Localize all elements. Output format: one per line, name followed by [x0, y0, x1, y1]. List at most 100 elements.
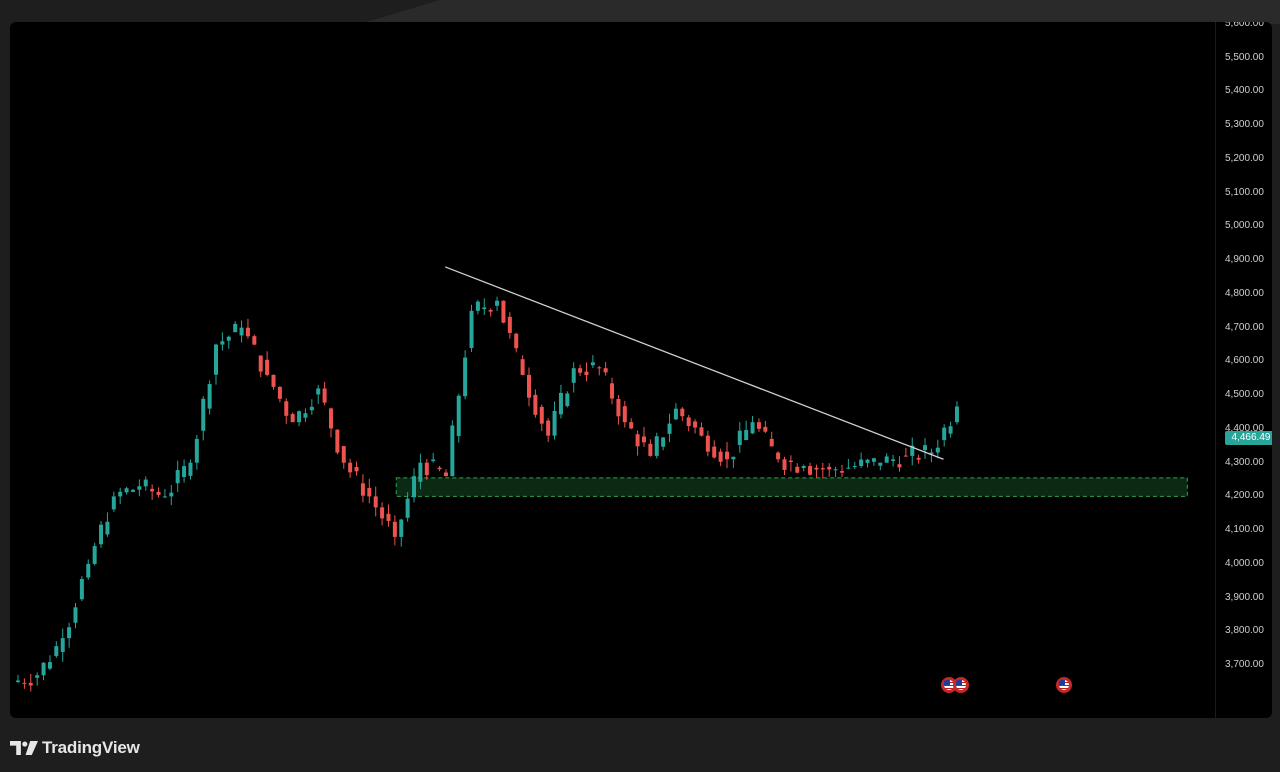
- candle: [405, 498, 410, 518]
- candle: [137, 486, 142, 490]
- candle: [118, 491, 123, 497]
- last-price-badge: 4,466.49: [1225, 431, 1272, 445]
- support-zone[interactable]: [395, 477, 1188, 497]
- candle: [335, 429, 340, 453]
- candle: [22, 682, 27, 684]
- candle: [507, 316, 512, 333]
- candle: [309, 406, 314, 411]
- price-tick-label: 3,800.00: [1225, 625, 1264, 637]
- candle: [47, 662, 52, 669]
- candle: [756, 422, 761, 429]
- price-tick-label: 4,200.00: [1225, 490, 1264, 502]
- candle: [175, 470, 180, 484]
- candle: [635, 434, 640, 447]
- candle: [328, 408, 333, 429]
- candle: [252, 336, 257, 345]
- candle: [590, 362, 595, 366]
- candle: [431, 459, 436, 462]
- candle: [73, 607, 78, 623]
- candle: [169, 492, 174, 497]
- candle: [60, 638, 65, 652]
- candle: [546, 420, 551, 436]
- candle: [923, 445, 928, 451]
- candle: [380, 507, 385, 519]
- candle: [316, 388, 321, 395]
- candle: [603, 368, 608, 373]
- candle: [571, 368, 576, 383]
- chart-panel[interactable]: 5,600.00 5,500.00 5,400.00 5,300.00 5,200.00…: [10, 22, 1272, 718]
- price-chart[interactable]: [10, 22, 1272, 718]
- candle: [111, 496, 116, 510]
- candle: [226, 336, 231, 341]
- candle: [239, 327, 244, 336]
- candle: [788, 460, 793, 463]
- price-tick-label: 4,100.00: [1225, 524, 1264, 536]
- candle: [916, 457, 921, 460]
- candle: [188, 462, 193, 476]
- candle: [782, 459, 787, 470]
- candle: [418, 462, 423, 482]
- candle: [673, 408, 678, 420]
- us-flag-icon[interactable]: [1055, 677, 1072, 693]
- brand-name: TradingView: [42, 738, 140, 757]
- candle: [130, 489, 135, 492]
- candle: [99, 524, 104, 545]
- candle: [584, 371, 589, 376]
- candle: [162, 496, 167, 498]
- candle: [578, 368, 583, 373]
- candle: [124, 488, 129, 493]
- price-tick-label: 5,400.00: [1225, 85, 1264, 97]
- price-tick-label: 4,700.00: [1225, 321, 1264, 333]
- candle: [814, 467, 819, 470]
- candle: [258, 355, 263, 372]
- tradingview-logo[interactable]: TradingView: [10, 738, 140, 758]
- candle: [948, 426, 953, 434]
- price-tick-label: 4,900.00: [1225, 254, 1264, 266]
- candle: [891, 459, 896, 462]
- candle: [718, 451, 723, 462]
- candle: [776, 452, 781, 460]
- candle: [86, 563, 91, 578]
- candle: [820, 468, 825, 470]
- candle: [245, 327, 250, 337]
- candle: [871, 458, 876, 462]
- price-tick-label: 3,900.00: [1225, 591, 1264, 603]
- candle: [846, 467, 851, 469]
- candle: [386, 513, 391, 521]
- descending-trendline[interactable]: [445, 266, 944, 460]
- candle: [565, 393, 570, 407]
- price-axis-divider: [1215, 22, 1216, 718]
- candle: [667, 423, 672, 434]
- candle: [712, 446, 717, 458]
- candle: [67, 627, 72, 639]
- top-bar-shape: [360, 0, 1280, 24]
- candle: [654, 436, 659, 456]
- candle: [341, 446, 346, 463]
- candle: [182, 466, 187, 478]
- candle: [763, 426, 768, 432]
- price-tick-label: 5,200.00: [1225, 152, 1264, 164]
- candle: [501, 300, 506, 323]
- candle: [737, 430, 742, 446]
- candle: [220, 341, 225, 345]
- candle: [156, 491, 161, 495]
- candle: [833, 469, 838, 471]
- price-tick-label: 4,400.00: [1225, 422, 1264, 434]
- candle: [954, 406, 959, 423]
- price-tick-label: 4,000.00: [1225, 557, 1264, 569]
- candle: [514, 333, 519, 349]
- candle: [360, 483, 365, 496]
- candle: [878, 462, 883, 466]
- candle: [450, 425, 455, 477]
- candle: [801, 466, 806, 468]
- candle: [412, 476, 417, 498]
- candle: [463, 357, 468, 397]
- candle: [348, 462, 353, 473]
- us-flag-icon[interactable]: [953, 677, 970, 693]
- candle: [859, 459, 864, 467]
- candle: [622, 406, 627, 423]
- candle: [527, 374, 531, 398]
- candle: [520, 359, 525, 375]
- candle: [725, 451, 730, 460]
- candle: [105, 521, 110, 535]
